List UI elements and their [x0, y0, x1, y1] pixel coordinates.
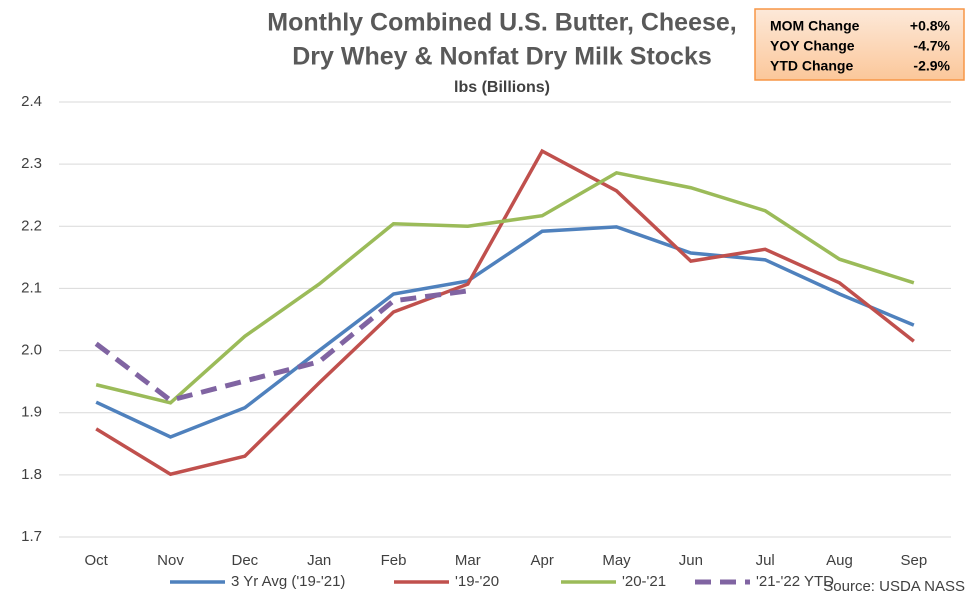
- summary-box: [754, 8, 965, 81]
- summary-value: +0.8%: [910, 18, 951, 34]
- y-tick-label: 2.0: [21, 342, 42, 359]
- chart-title: Monthly Combined U.S. Butter, Cheese,: [267, 9, 737, 37]
- y-tick-label: 2.2: [21, 217, 42, 234]
- y-tick-label: 2.4: [21, 93, 42, 110]
- x-tick-label: Nov: [157, 552, 184, 569]
- x-tick-label: Apr: [530, 552, 553, 569]
- summary-label: MOM Change: [770, 18, 860, 34]
- legend-label: '21-'22 YTD: [756, 573, 834, 590]
- y-tick-label: 1.8: [21, 466, 42, 483]
- series-line: [95, 148, 915, 477]
- x-tick-label: Sep: [900, 552, 927, 569]
- summary-label: YOY Change: [770, 38, 855, 54]
- legend-label: 3 Yr Avg ('19-'21): [231, 573, 345, 590]
- x-tick-label: Aug: [826, 552, 853, 569]
- legend-label: '19-'20: [455, 573, 499, 590]
- summary-value: -2.9%: [913, 58, 950, 74]
- x-tick-label: Jan: [307, 552, 331, 569]
- source: Source: USDA NASS: [823, 578, 965, 595]
- x-tick-label: Jun: [679, 552, 703, 569]
- legend-label: '20-'21: [622, 573, 666, 590]
- series-line: [95, 225, 915, 439]
- y-tick-label: 2.3: [21, 155, 42, 172]
- x-tick-label: Jul: [756, 552, 775, 569]
- x-tick-label: Oct: [84, 552, 108, 569]
- chart-subtitle: lbs (Billions): [454, 79, 550, 96]
- series-line: [95, 170, 915, 405]
- y-tick-label: 1.9: [21, 404, 42, 421]
- summary-label: YTD Change: [770, 58, 853, 74]
- summary-value: -4.7%: [913, 38, 950, 54]
- chart-title: Dry Whey & Nonfat Dry Milk Stocks: [292, 43, 712, 71]
- x-tick-label: Feb: [381, 552, 407, 569]
- y-tick-label: 1.7: [21, 528, 42, 545]
- y-tick-label: 2.1: [21, 279, 42, 296]
- x-tick-label: Mar: [455, 552, 481, 569]
- x-tick-label: Dec: [231, 552, 258, 569]
- series-line: [94, 288, 469, 404]
- x-tick-label: May: [602, 552, 631, 569]
